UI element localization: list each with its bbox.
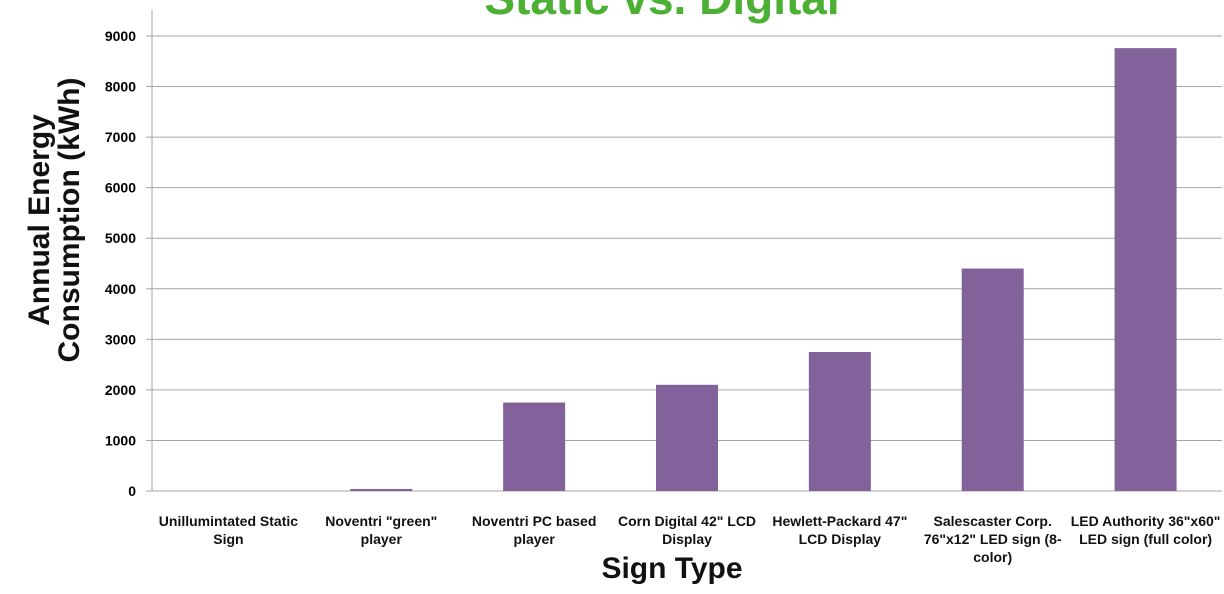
y-tick-label: 8000 bbox=[105, 79, 136, 95]
x-tick-label: Corn Digital 42" LCD Display bbox=[617, 513, 757, 547]
y-tick-label: 9000 bbox=[105, 28, 136, 44]
x-tick-label: Noventri "green" player bbox=[325, 513, 438, 547]
bar bbox=[656, 384, 718, 491]
x-tick-label: LED Authority 36"x60" LED sign (full col… bbox=[1070, 513, 1221, 547]
bar bbox=[1114, 48, 1177, 492]
y-tick-label: 7000 bbox=[105, 129, 136, 145]
y-tick-label: 4000 bbox=[105, 281, 136, 297]
x-tick-label: Unillumintated Static Sign bbox=[158, 513, 299, 547]
bar bbox=[961, 268, 1024, 491]
bar bbox=[350, 488, 413, 491]
bar bbox=[503, 402, 566, 491]
y-tick-label: 3000 bbox=[105, 331, 136, 347]
y-tick-label: 5000 bbox=[105, 230, 136, 246]
bar bbox=[808, 351, 871, 491]
chart-title: Static vs. Digital bbox=[484, 0, 839, 24]
x-tick-label: Salescaster Corp. 76"x12" LED sign (8-co… bbox=[923, 513, 1062, 565]
y-tick-label: 0 bbox=[128, 483, 136, 499]
y-axis-label: Annual Energy Consumption (kWh) bbox=[23, 77, 86, 363]
x-tick-label: Hewlett-Packard 47" LCD Display bbox=[772, 513, 908, 547]
y-tick-label: 1000 bbox=[105, 432, 136, 448]
x-axis-label: Sign Type bbox=[601, 552, 743, 585]
y-tick-label: 2000 bbox=[105, 382, 136, 398]
y-tick-label: 6000 bbox=[105, 180, 136, 196]
x-tick-label: Noventri PC based player bbox=[471, 513, 597, 547]
